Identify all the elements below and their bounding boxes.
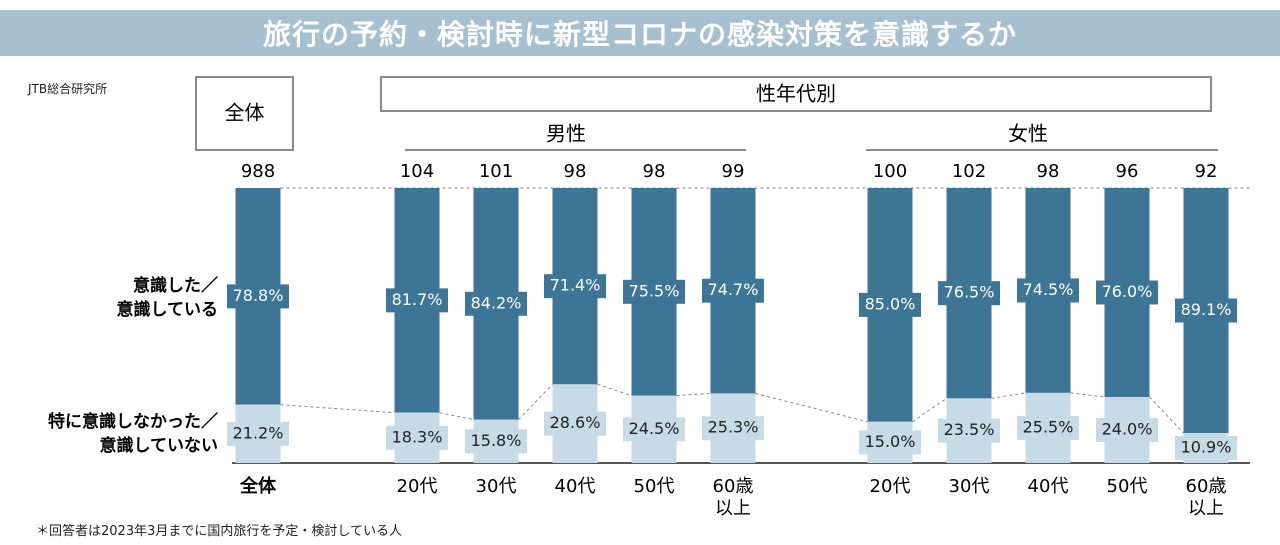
category-label: 40代 — [1028, 476, 1069, 497]
n-label: 100 — [873, 161, 907, 182]
value-label-bg-not-aware — [1175, 436, 1237, 461]
category-label: 40代 — [555, 476, 596, 497]
value-label-not-aware: 28.6% — [550, 413, 601, 432]
category-label: 20代 — [397, 476, 438, 497]
gender-age-box — [380, 76, 1212, 112]
row-label-not-aware: 特に意識しなかった／ — [48, 411, 218, 432]
category-label: 30代 — [949, 476, 990, 497]
value-label-not-aware: 15.8% — [471, 431, 522, 450]
value-label-bg-aware — [386, 288, 448, 313]
value-label-aware: 85.0% — [865, 294, 916, 313]
value-label-aware: 78.8% — [233, 286, 284, 305]
value-label-bg-aware — [465, 291, 527, 316]
value-label-not-aware: 10.9% — [1181, 438, 1232, 457]
value-label-bg-aware — [544, 274, 606, 299]
connector-line — [518, 384, 553, 420]
value-label-bg-not-aware — [702, 416, 764, 441]
value-label-not-aware: 24.5% — [629, 419, 680, 438]
value-label-not-aware: 21.2% — [233, 423, 284, 442]
value-label-bg-not-aware — [859, 430, 921, 455]
value-label-aware: 81.7% — [392, 290, 443, 309]
connector-line — [280, 404, 395, 414]
connector-line — [676, 392, 711, 397]
value-label-aware: 74.5% — [1023, 280, 1074, 299]
value-label-aware: 75.5% — [629, 281, 680, 300]
value-label-aware: 89.1% — [1181, 300, 1232, 319]
value-label-bg-aware — [623, 279, 685, 304]
value-label-bg-not-aware — [227, 421, 289, 446]
category-label: 以上 — [715, 498, 751, 519]
category-label: 60歳 — [1186, 476, 1227, 497]
category-label: 50代 — [634, 476, 675, 497]
female-group-label: 女性 — [1008, 122, 1048, 146]
value-label-bg-aware — [702, 278, 764, 303]
value-label-aware: 71.4% — [550, 276, 601, 295]
category-label: 20代 — [870, 476, 911, 497]
value-label-bg-not-aware — [544, 411, 606, 436]
n-label: 92 — [1195, 161, 1218, 182]
value-label-bg-not-aware — [465, 429, 527, 454]
connector-line — [755, 392, 868, 423]
connector-line — [912, 397, 947, 423]
overall-box — [195, 76, 294, 151]
value-label-bg-not-aware — [1017, 415, 1079, 440]
connector-line — [439, 412, 474, 421]
n-label: 98 — [564, 161, 587, 182]
n-label: 101 — [479, 161, 513, 182]
male-group-label: 男性 — [546, 122, 586, 146]
n-label: 96 — [1116, 161, 1139, 182]
value-label-bg-aware — [1017, 278, 1079, 303]
value-label-not-aware: 25.3% — [708, 418, 759, 437]
value-label-aware: 84.2% — [471, 293, 522, 312]
footnote: ＊回答者は2023年3月までに国内旅行を予定・検討している人 — [36, 524, 402, 539]
connector-line — [597, 383, 632, 397]
value-label-bg-not-aware — [386, 425, 448, 450]
value-label-not-aware: 15.0% — [865, 432, 916, 451]
gender-age-box-label: 性年代別 — [756, 82, 836, 106]
value-label-not-aware: 25.5% — [1023, 417, 1074, 436]
category-label: 全体 — [239, 475, 277, 497]
row-label-not-aware: 意識していない — [100, 435, 219, 456]
overall-box-label: 全体 — [225, 101, 265, 125]
value-label-not-aware: 18.3% — [392, 427, 443, 446]
connector-line — [991, 392, 1026, 399]
value-label-bg-not-aware — [1096, 418, 1158, 442]
value-label-bg-not-aware — [623, 417, 685, 442]
connector-line — [1070, 392, 1105, 398]
value-label-aware: 74.7% — [708, 280, 759, 299]
value-label-bg-not-aware — [938, 418, 1000, 443]
n-label: 988 — [241, 161, 275, 182]
n-label: 98 — [643, 161, 666, 182]
n-label: 99 — [722, 161, 745, 182]
value-label-aware: 76.0% — [1102, 282, 1153, 301]
chart-title: 旅行の予約・検討時に新型コロナの感染対策を意識するか — [0, 10, 1280, 56]
value-label-bg-aware — [859, 292, 921, 317]
category-label: 30代 — [476, 476, 517, 497]
value-label-not-aware: 24.0% — [1102, 420, 1153, 439]
row-label-aware: 意識している — [117, 299, 219, 320]
category-label: 60歳 — [713, 476, 754, 497]
value-label-aware: 76.5% — [944, 283, 995, 302]
n-label: 104 — [400, 161, 434, 182]
source-label: JTB総合研究所 — [28, 82, 108, 96]
category-label: 50代 — [1107, 476, 1148, 497]
n-label: 98 — [1037, 161, 1060, 182]
row-label-aware: 意識した／ — [133, 275, 218, 296]
value-label-bg-aware — [1096, 280, 1158, 305]
value-label-bg-aware — [1175, 298, 1237, 323]
value-label-bg-aware — [938, 281, 1000, 306]
value-label-not-aware: 23.5% — [944, 420, 995, 439]
n-label: 102 — [952, 161, 986, 182]
value-label-bg-aware — [227, 284, 289, 309]
connector-line — [1149, 396, 1184, 434]
category-label: 以上 — [1188, 498, 1224, 519]
